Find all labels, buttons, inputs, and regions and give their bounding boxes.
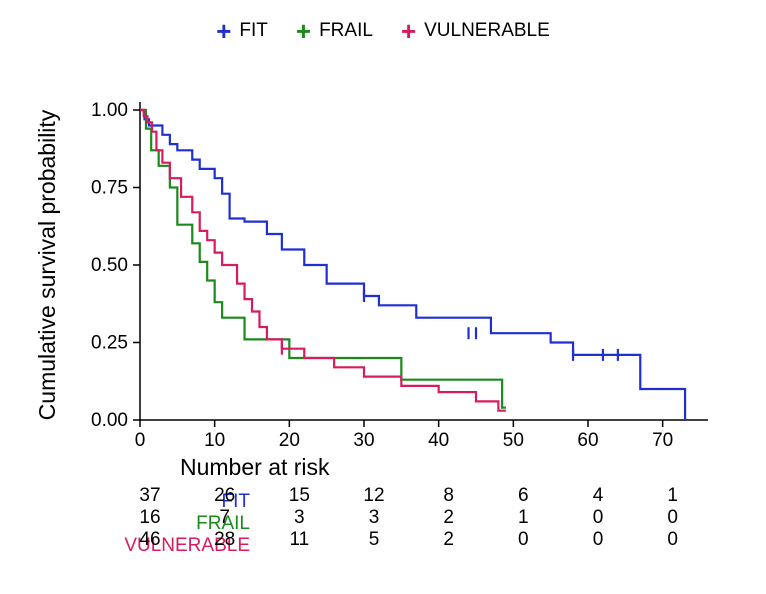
km-plot-page: + FIT + FRAIL + VULNERABLE 0.00 0.25 0.50 0.75 1.… (0, 0, 766, 594)
risk-cell: 26 (187, 485, 262, 507)
risk-table-title: Number at risk (180, 454, 766, 481)
y-tick-label: 0.25 (91, 333, 128, 354)
legend-item-frail: + FRAIL (296, 18, 373, 44)
curve-frail (140, 110, 506, 408)
y-tick-label: 0.75 (91, 178, 128, 199)
x-tick-label: 0 (135, 430, 146, 448)
risk-table-rows: FIT372615128641FRAIL167332100VULNERABLE4… (90, 485, 766, 551)
risk-cell: 6 (486, 485, 561, 507)
x-tick-label: 40 (428, 430, 449, 448)
risk-cell: 28 (187, 529, 262, 551)
risk-cell: 3 (337, 507, 412, 529)
risk-cell: 37 (113, 485, 188, 507)
legend-label: FIT (239, 20, 268, 42)
risk-cell: 4 (561, 485, 636, 507)
legend-marker-icon: + (296, 18, 311, 44)
y-tick-label: 1.00 (91, 100, 128, 121)
x-tick-label: 60 (577, 430, 598, 448)
risk-cell: 5 (337, 529, 412, 551)
risk-cell: 2 (411, 507, 486, 529)
risk-cell: 8 (411, 485, 486, 507)
risk-cell: 12 (337, 485, 412, 507)
risk-cell: 1 (486, 507, 561, 529)
x-tick-label: 10 (204, 430, 225, 448)
legend: + FIT + FRAIL + VULNERABLE (0, 0, 766, 48)
risk-cell: 7 (187, 507, 262, 529)
legend-marker-icon: + (216, 18, 231, 44)
legend-item-vulnerable: + VULNERABLE (401, 18, 550, 44)
risk-cell: 3 (262, 507, 337, 529)
risk-row-frail: FRAIL167332100 (90, 507, 766, 529)
risk-cell: 16 (113, 507, 188, 529)
y-tick-label: 0.50 (91, 255, 128, 276)
risk-row-fit: FIT372615128641 (90, 485, 766, 507)
x-tick-label: 70 (652, 430, 673, 448)
risk-cell: 0 (561, 507, 636, 529)
risk-cell: 15 (262, 485, 337, 507)
legend-item-fit: + FIT (216, 18, 268, 44)
curve-vulnerable (140, 110, 506, 411)
risk-cell: 46 (113, 529, 188, 551)
risk-cell: 0 (635, 529, 710, 551)
risk-cell: 11 (262, 529, 337, 551)
risk-cell: 2 (411, 529, 486, 551)
legend-label: VULNERABLE (424, 20, 550, 42)
risk-table: Number at risk FIT372615128641FRAIL16733… (90, 454, 766, 551)
x-tick-label: 20 (279, 430, 300, 448)
risk-cell: 0 (486, 529, 561, 551)
risk-cell: 0 (635, 507, 710, 529)
risk-cell: 0 (561, 529, 636, 551)
y-axis-label: Cumulative survival probability (34, 109, 60, 420)
y-tick-label: 0.00 (91, 410, 128, 431)
legend-marker-icon: + (401, 18, 416, 44)
km-chart: 0.000.250.500.751.00010203040506070OS (M… (0, 48, 766, 448)
x-tick-label: 30 (353, 430, 374, 448)
legend-label: FRAIL (319, 20, 373, 42)
x-tick-label: 50 (503, 430, 524, 448)
risk-row-vulnerable: VULNERABLE46281152000 (90, 529, 766, 551)
risk-cell: 1 (635, 485, 710, 507)
